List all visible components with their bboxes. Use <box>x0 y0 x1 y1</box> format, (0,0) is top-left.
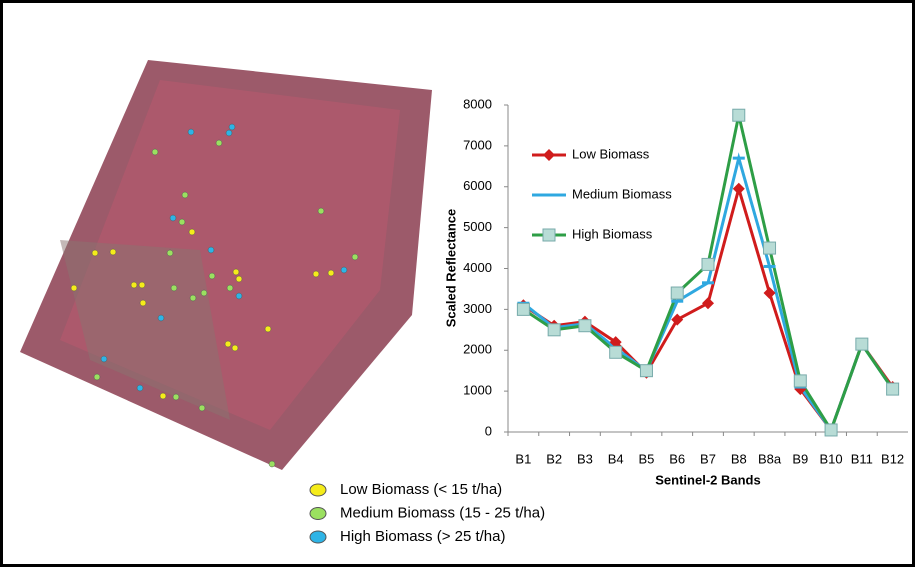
marker <box>733 109 745 121</box>
marker <box>517 303 529 315</box>
y-tick-label: 0 <box>485 423 492 438</box>
y-tick-label: 2000 <box>463 342 492 357</box>
x-tick-label: B4 <box>608 451 624 466</box>
legend-swatch <box>310 508 326 520</box>
x-tick-label: B10 <box>820 451 843 466</box>
legend-label: High Biomass <box>572 226 653 241</box>
legend-label: Low Biomass <box>572 146 650 161</box>
x-tick-label: B8a <box>758 451 782 466</box>
marker <box>733 157 745 160</box>
marker <box>764 242 776 254</box>
x-tick-label: B7 <box>700 451 716 466</box>
marker <box>543 194 555 197</box>
marker <box>671 287 683 299</box>
marker <box>671 300 683 303</box>
x-tick-label: B8 <box>731 451 747 466</box>
marker <box>543 229 555 241</box>
x-tick-label: B11 <box>851 451 873 466</box>
legend-label: Medium Biomass (15 - 25 t/ha) <box>340 504 545 521</box>
x-tick-label: B5 <box>639 451 655 466</box>
marker <box>548 324 560 336</box>
legend-label: Medium Biomass <box>572 186 672 201</box>
x-tick-label: B9 <box>792 451 808 466</box>
y-tick-label: 8000 <box>463 96 492 111</box>
marker <box>640 365 652 377</box>
marker <box>610 346 622 358</box>
legend-swatch <box>310 484 326 496</box>
y-tick-label: 1000 <box>463 383 492 398</box>
y-tick-label: 7000 <box>463 137 492 152</box>
marker <box>825 424 837 436</box>
marker <box>887 383 899 395</box>
figure: Low Biomass (< 15 t/ha) Medium Biomass (1… <box>0 0 915 567</box>
y-axis-label: Scaled Reflectance <box>443 209 458 328</box>
marker <box>856 338 868 350</box>
x-tick-label: B3 <box>577 451 593 466</box>
marker <box>764 265 776 268</box>
marker <box>702 258 714 270</box>
y-tick-label: 6000 <box>463 178 492 193</box>
x-tick-label: B2 <box>546 451 562 466</box>
marker <box>579 320 591 332</box>
x-axis-label: Sentinel-2 Bands <box>655 472 760 487</box>
marker <box>702 281 714 284</box>
legend-label: High Biomass (> 25 t/ha) <box>340 528 506 545</box>
legend-swatch <box>310 531 326 543</box>
x-tick-label: B6 <box>669 451 685 466</box>
y-tick-label: 4000 <box>463 260 492 275</box>
y-tick-label: 3000 <box>463 301 492 316</box>
x-tick-label: B12 <box>881 451 904 466</box>
y-tick-label: 5000 <box>463 219 492 234</box>
x-tick-label: B1 <box>515 451 531 466</box>
legend-label: Low Biomass (< 15 t/ha) <box>340 481 502 498</box>
marker <box>794 375 806 387</box>
